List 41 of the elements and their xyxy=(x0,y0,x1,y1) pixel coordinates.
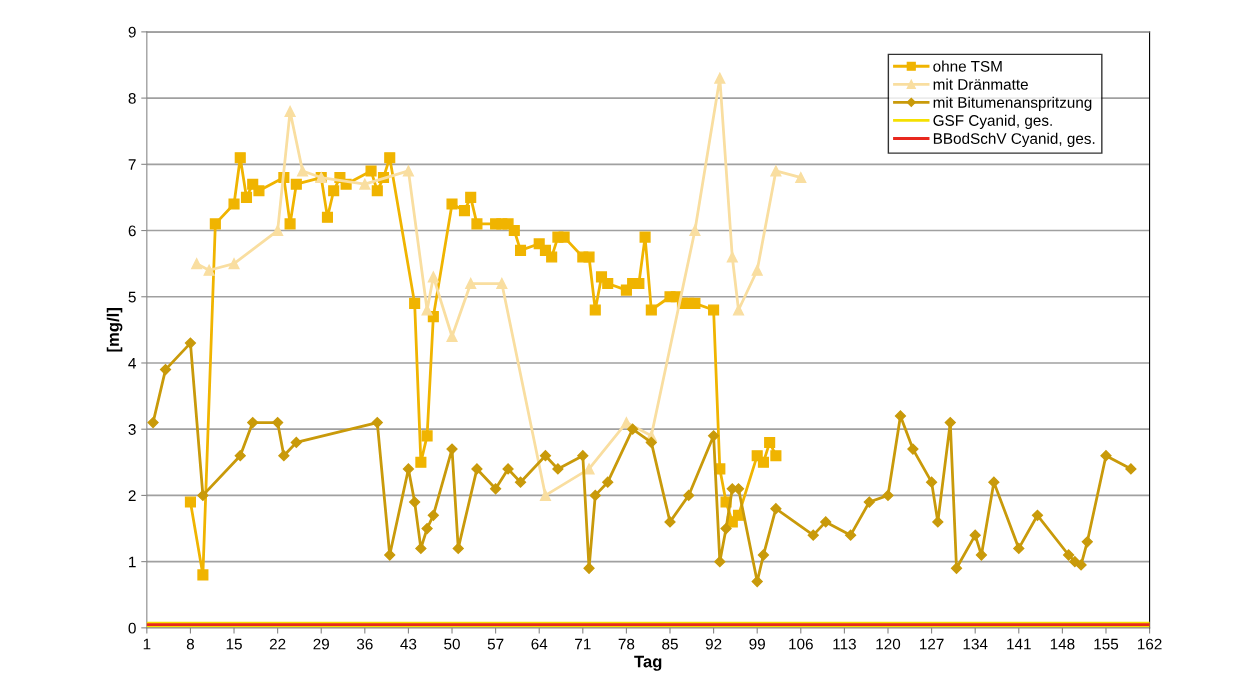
x-tick-label: 36 xyxy=(356,638,373,650)
x-tick-label: 15 xyxy=(226,638,242,650)
x-tick-label: 50 xyxy=(444,638,460,650)
y-tick-label: 0 xyxy=(128,622,136,634)
y-axis-title: [mg/l] xyxy=(106,308,123,352)
x-tick-label: 106 xyxy=(789,638,813,650)
legend-label: mit Dränmatte xyxy=(933,78,1028,90)
x-tick-label: 8 xyxy=(186,638,195,650)
x-tick-label: 71 xyxy=(575,638,591,650)
x-axis-title: Tag xyxy=(634,655,662,671)
x-tick-label: 162 xyxy=(1138,638,1162,650)
y-tick-label: 9 xyxy=(128,26,136,38)
x-tick-label: 29 xyxy=(313,638,329,650)
x-tick-label: 92 xyxy=(705,638,722,650)
x-tick-label: 120 xyxy=(876,638,901,650)
x-tick-label: 113 xyxy=(833,638,856,650)
x-tick-label: 57 xyxy=(487,638,504,650)
x-tick-label: 148 xyxy=(1050,638,1075,650)
y-tick-label: 7 xyxy=(128,159,136,170)
y-tick-label: 6 xyxy=(128,225,136,237)
y-tick-label: 1 xyxy=(129,556,136,568)
x-tick-label: 85 xyxy=(662,638,678,650)
x-tick-label: 141 xyxy=(1007,638,1031,650)
legend-label: BBodSchV Cyanid, ges. xyxy=(933,132,1095,148)
x-tick-label: 99 xyxy=(749,638,765,650)
legend-label: mit Bitumenanspritzung xyxy=(933,96,1092,111)
legend-label: GSF Cyanid, ges. xyxy=(933,114,1052,129)
x-tick-label: 64 xyxy=(531,638,548,650)
y-tick-label: 5 xyxy=(128,291,136,303)
x-tick-label: 1 xyxy=(143,638,151,650)
x-tick-label: 43 xyxy=(400,638,417,650)
x-tick-label: 22 xyxy=(269,638,286,650)
legend-label: ohne TSM xyxy=(933,60,1002,72)
y-tick-label: 3 xyxy=(128,424,136,435)
y-tick-label: 8 xyxy=(128,92,136,104)
y-tick-label: 4 xyxy=(128,358,136,369)
x-tick-label: 127 xyxy=(920,638,944,650)
x-tick-label: 78 xyxy=(618,638,635,650)
y-tick-label: 2 xyxy=(128,490,136,501)
x-tick-label: 134 xyxy=(963,638,988,650)
x-tick-label: 155 xyxy=(1094,638,1119,650)
